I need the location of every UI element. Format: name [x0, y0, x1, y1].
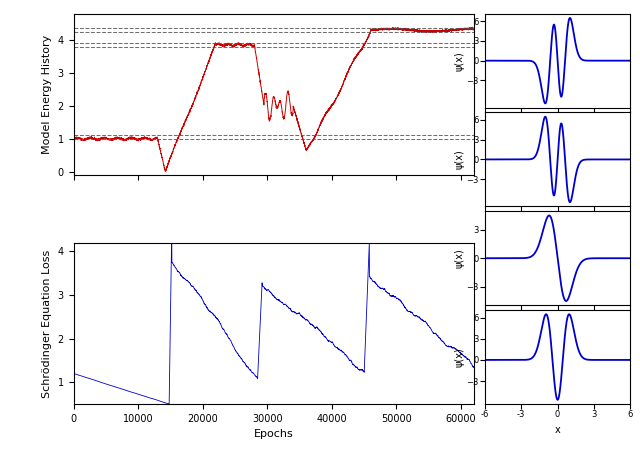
Y-axis label: Schrödinger Equation Loss: Schrödinger Equation Loss: [42, 249, 52, 398]
X-axis label: x: x: [555, 425, 561, 435]
X-axis label: Epochs: Epochs: [254, 429, 294, 439]
Y-axis label: ψ(x): ψ(x): [455, 149, 465, 169]
Y-axis label: ψ(x): ψ(x): [455, 347, 465, 367]
Y-axis label: ψ(x): ψ(x): [455, 51, 465, 70]
Y-axis label: ψ(x): ψ(x): [455, 248, 465, 268]
Y-axis label: Model Energy History: Model Energy History: [42, 35, 52, 154]
